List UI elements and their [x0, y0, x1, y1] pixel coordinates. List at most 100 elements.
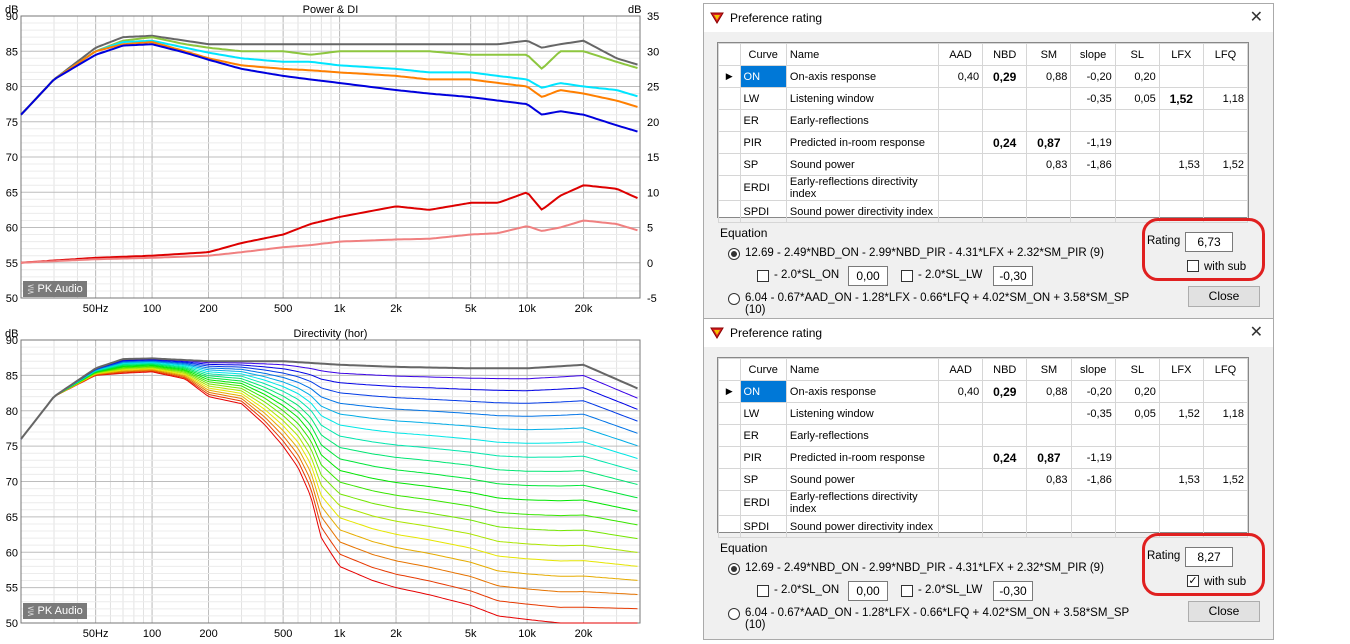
cell-lfq[interactable] — [1202, 109, 1249, 132]
table-row[interactable]: LW Listening window -0,35 0,05 1,52 1,18 — [718, 402, 1249, 425]
cell-name[interactable]: On-axis response — [785, 65, 940, 88]
cell-sm[interactable]: 0,88 — [1026, 65, 1072, 88]
cell-name[interactable]: Sound power directivity index — [785, 515, 940, 538]
column-header[interactable]: LFX — [1158, 43, 1204, 66]
cell-nbd[interactable] — [982, 424, 1028, 447]
cell-sl[interactable]: 0,05 — [1114, 87, 1160, 110]
cell-slope[interactable] — [1070, 424, 1116, 447]
cell-sm[interactable] — [1026, 424, 1072, 447]
table-row[interactable]: ER Early-reflections — [718, 109, 1249, 132]
column-header[interactable]: slope — [1070, 43, 1116, 66]
close-icon[interactable]: ✕ — [1249, 9, 1263, 26]
cell-nbd[interactable]: 0,29 — [982, 380, 1028, 403]
cell-lfq[interactable] — [1202, 380, 1249, 403]
cell-sm[interactable]: 0,87 — [1026, 131, 1072, 154]
cell-lfq[interactable] — [1202, 515, 1249, 538]
equation-9-text[interactable]: 12.69 - 2.49*NBD_ON - 2.99*NBD_PIR - 4.3… — [745, 562, 1104, 574]
sl-on-checkbox[interactable] — [757, 585, 769, 597]
cell-nbd[interactable]: 0,24 — [982, 446, 1028, 469]
cell-curve[interactable]: SPDI — [739, 200, 787, 223]
cell-sl[interactable] — [1114, 153, 1160, 176]
cell-nbd[interactable] — [982, 515, 1028, 538]
cell-curve[interactable]: SPDI — [739, 515, 787, 538]
cell-curve[interactable]: ERDI — [739, 175, 787, 201]
cell-lfq[interactable] — [1202, 200, 1249, 223]
cell-slope[interactable]: -1,86 — [1070, 153, 1116, 176]
cell-nbd[interactable] — [982, 109, 1028, 132]
sl-lw-input[interactable]: -0,30 — [993, 581, 1033, 601]
cell-lfq[interactable]: 1,18 — [1202, 402, 1249, 425]
column-header[interactable]: NBD — [982, 358, 1028, 381]
cell-curve[interactable]: ON — [739, 380, 787, 403]
cell-lfx[interactable] — [1158, 490, 1204, 516]
cell-sl[interactable]: 0,20 — [1114, 65, 1160, 88]
cell-sl[interactable] — [1114, 424, 1160, 447]
table-row[interactable]: ER Early-reflections — [718, 424, 1249, 447]
cell-aad[interactable] — [938, 446, 984, 469]
column-header[interactable]: LFX — [1158, 358, 1204, 381]
equation-9-radio[interactable] — [728, 563, 740, 575]
table-row[interactable]: LW Listening window -0,35 0,05 1,52 1,18 — [718, 87, 1249, 110]
cell-aad[interactable] — [938, 468, 984, 491]
column-header[interactable]: SL — [1114, 43, 1160, 66]
sl-on-checkbox[interactable] — [757, 270, 769, 282]
cell-sm[interactable]: 0,83 — [1026, 468, 1072, 491]
column-header[interactable]: Curve — [739, 43, 787, 66]
cell-sm[interactable] — [1026, 402, 1072, 425]
cell-aad[interactable] — [938, 424, 984, 447]
cell-slope[interactable]: -0,35 — [1070, 87, 1116, 110]
column-header[interactable]: LFQ — [1202, 358, 1249, 381]
cell-aad[interactable] — [938, 87, 984, 110]
cell-curve[interactable]: ER — [739, 424, 787, 447]
cell-lfq[interactable] — [1202, 131, 1249, 154]
cell-lfx[interactable] — [1158, 446, 1204, 469]
close-button[interactable]: Close — [1188, 601, 1260, 622]
sl-lw-checkbox[interactable] — [901, 270, 913, 282]
cell-sm[interactable] — [1026, 200, 1072, 223]
equation-10-radio[interactable] — [728, 293, 740, 305]
cell-lfq[interactable] — [1202, 65, 1249, 88]
cell-aad[interactable] — [938, 200, 984, 223]
cell-curve[interactable]: ER — [739, 109, 787, 132]
cell-lfx[interactable] — [1158, 424, 1204, 447]
with-sub-checkbox[interactable]: ✓ — [1187, 575, 1199, 587]
cell-nbd[interactable] — [982, 87, 1028, 110]
cell-curve[interactable]: ERDI — [739, 490, 787, 516]
cell-lfq[interactable] — [1202, 175, 1249, 201]
sl-lw-checkbox[interactable] — [901, 585, 913, 597]
equation-10-text[interactable]: 6.04 - 0.67*AAD_ON - 1.28*LFX - 0.66*LFQ… — [745, 292, 1129, 316]
cell-lfx[interactable] — [1158, 109, 1204, 132]
cell-name[interactable]: Early-reflections — [785, 424, 940, 447]
cell-name[interactable]: Predicted in-room response — [785, 446, 940, 469]
cell-slope[interactable] — [1070, 200, 1116, 223]
column-header[interactable]: Curve — [739, 358, 787, 381]
cell-sm[interactable]: 0,83 — [1026, 153, 1072, 176]
cell-sl[interactable] — [1114, 468, 1160, 491]
cell-lfq[interactable]: 1,52 — [1202, 153, 1249, 176]
table-row[interactable]: SP Sound power 0,83 -1,86 1,53 1,52 — [718, 153, 1249, 176]
column-header[interactable]: AAD — [938, 43, 984, 66]
table-row[interactable]: ERDI Early-reflections directivity index — [718, 490, 1249, 516]
column-header[interactable] — [718, 358, 741, 381]
cell-name[interactable]: On-axis response — [785, 380, 940, 403]
cell-sm[interactable] — [1026, 87, 1072, 110]
column-header[interactable]: SL — [1114, 358, 1160, 381]
cell-sm[interactable] — [1026, 490, 1072, 516]
cell-slope[interactable] — [1070, 175, 1116, 201]
cell-lfx[interactable] — [1158, 175, 1204, 201]
cell-sl[interactable] — [1114, 175, 1160, 201]
cell-sm[interactable] — [1026, 515, 1072, 538]
column-header[interactable]: NBD — [982, 43, 1028, 66]
column-header[interactable]: Name — [785, 43, 940, 66]
cell-lfq[interactable] — [1202, 446, 1249, 469]
equation-10-radio[interactable] — [728, 608, 740, 620]
with-sub-checkbox[interactable] — [1187, 260, 1199, 272]
equation-9-radio[interactable] — [728, 248, 740, 260]
column-header[interactable]: slope — [1070, 358, 1116, 381]
table-row[interactable]: SPDI Sound power directivity index — [718, 515, 1249, 538]
cell-nbd[interactable] — [982, 175, 1028, 201]
equation-9-text[interactable]: 12.69 - 2.49*NBD_ON - 2.99*NBD_PIR - 4.3… — [745, 247, 1104, 259]
close-button[interactable]: Close — [1188, 286, 1260, 307]
cell-slope[interactable]: -1,86 — [1070, 468, 1116, 491]
sl-on-input[interactable]: 0,00 — [848, 581, 888, 601]
